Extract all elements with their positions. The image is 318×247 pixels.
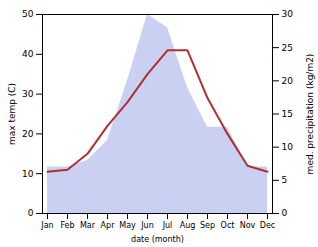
svg-text:Mar: Mar [80,221,96,230]
svg-text:10: 10 [282,142,294,152]
svg-text:Feb: Feb [60,221,74,230]
svg-text:5: 5 [282,175,288,185]
svg-text:15: 15 [282,109,293,119]
svg-text:10: 10 [22,169,34,179]
svg-text:0: 0 [282,208,288,218]
svg-text:max temp (C): max temp (C) [7,83,17,145]
svg-text:30: 30 [282,9,294,19]
svg-text:date (month): date (month) [131,235,184,244]
svg-text:Nov: Nov [240,221,256,230]
svg-text:20: 20 [22,129,34,139]
svg-text:Oct: Oct [221,221,235,230]
svg-text:0: 0 [28,208,34,218]
svg-text:25: 25 [282,43,293,53]
svg-text:40: 40 [22,49,34,59]
svg-text:Sep: Sep [200,221,215,230]
svg-text:Jan: Jan [40,221,53,230]
svg-text:Dec: Dec [260,221,275,230]
svg-text:Apr: Apr [101,221,116,230]
svg-text:20: 20 [282,76,294,86]
svg-text:50: 50 [22,9,34,19]
svg-text:Jul: Jul [162,221,173,230]
svg-text:Jun: Jun [140,221,154,230]
svg-text:med. precipitation (kg/m2): med. precipitation (kg/m2) [305,54,315,175]
svg-text:Aug: Aug [180,221,196,230]
svg-text:30: 30 [22,89,34,99]
svg-text:May: May [119,221,136,230]
